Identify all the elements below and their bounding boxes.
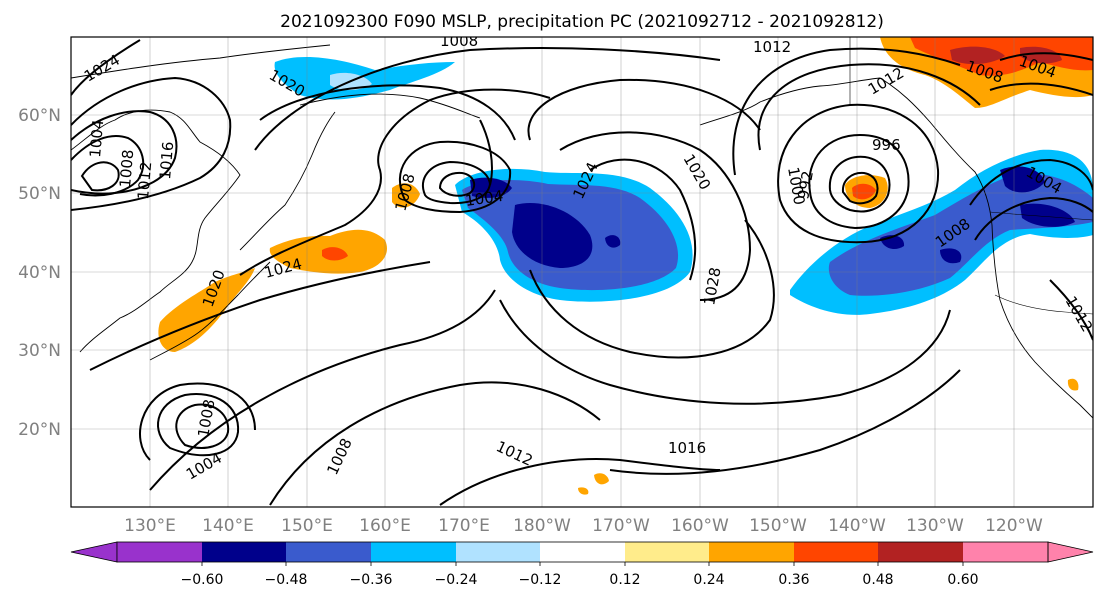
colorbar-segment	[371, 542, 456, 562]
colorbar-tick-label: 0.60	[947, 572, 978, 588]
map-title: 2021092300 F090 MSLP, precipitation PC (…	[280, 12, 884, 32]
precip-field-positive	[158, 37, 1093, 495]
colorbar-tick-label: 0.24	[693, 572, 724, 588]
lon-label: 150°W	[749, 516, 807, 536]
longitude-labels: 130°E 140°E 150°E 160°E 170°E 180°W 170°…	[124, 516, 1043, 536]
lon-label: 130°E	[124, 516, 176, 536]
colorbar-segment	[456, 542, 540, 562]
colorbar-segment	[963, 542, 1048, 562]
lon-label: 120°W	[985, 516, 1043, 536]
isobar-label: 1008	[116, 149, 137, 189]
lon-label: 160°W	[671, 516, 729, 536]
colorbar-frame	[116, 541, 1049, 563]
colorbar-low-extension	[70, 541, 118, 563]
colorbar-tick-label: −0.36	[350, 572, 393, 588]
lon-label: 170°E	[438, 516, 490, 536]
colorbar-tick-label: −0.48	[265, 572, 308, 588]
colorbar-tick-label: 0.48	[862, 572, 893, 588]
lon-label: 140°E	[202, 516, 254, 536]
colorbar-segment	[878, 542, 963, 562]
colorbar-tick-label: 0.12	[609, 572, 640, 588]
colorbar: −0.60 −0.48 −0.36 −0.24 −0.12 0.12 0.24 …	[70, 541, 1094, 588]
isobar-label: 1004	[464, 187, 504, 210]
isobar-label: 992	[794, 169, 817, 200]
precip-field-gulf-of-alaska	[790, 149, 1093, 315]
isobar-label: 1016	[668, 439, 706, 457]
latitude-labels: 60°N 50°N 40°N 30°N 20°N	[18, 106, 61, 440]
isobar-label: 996	[872, 136, 901, 154]
lon-label: 180°W	[513, 516, 571, 536]
lon-label: 160°E	[359, 516, 411, 536]
lat-label: 40°N	[18, 263, 61, 283]
isobar-label: 1016	[156, 141, 177, 181]
lon-label: 150°E	[281, 516, 333, 536]
colorbar-segment	[709, 542, 794, 562]
isobar-label: 1012	[134, 161, 155, 201]
lon-label: 140°W	[828, 516, 886, 536]
lon-label: 170°W	[592, 516, 650, 536]
colorbar-ticks	[201, 562, 964, 566]
colorbar-segment	[117, 542, 202, 562]
isobars	[71, 39, 1093, 506]
colorbar-high-extension	[1047, 541, 1094, 563]
map-frame	[70, 36, 1094, 508]
lat-label: 30°N	[18, 341, 61, 361]
colorbar-segment	[794, 542, 878, 562]
colorbar-segment	[540, 542, 625, 562]
lat-label: 20°N	[18, 420, 61, 440]
lat-label: 50°N	[18, 184, 61, 204]
colorbar-tick-label: 0.36	[778, 572, 809, 588]
colorbar-tick-label: −0.12	[519, 572, 562, 588]
map-area: 1008 1024 1020 1004 1008 1012 1016 1008 …	[71, 32, 1093, 507]
colorbar-tick-label: −0.24	[435, 572, 478, 588]
isobar-label: 1012	[753, 38, 791, 56]
isobar-label: 1008	[440, 32, 478, 50]
gridlines	[71, 37, 1093, 507]
colorbar-tick-labels: −0.60 −0.48 −0.36 −0.24 −0.12 0.12 0.24 …	[181, 572, 979, 588]
colorbar-segment	[202, 542, 286, 562]
lon-label: 130°W	[906, 516, 964, 536]
lat-label: 60°N	[18, 106, 61, 126]
colorbar-segment	[286, 542, 371, 562]
colorbar-segment	[625, 542, 709, 562]
isobar-label: 1004	[86, 119, 107, 159]
colorbar-tick-label: −0.60	[181, 572, 224, 588]
